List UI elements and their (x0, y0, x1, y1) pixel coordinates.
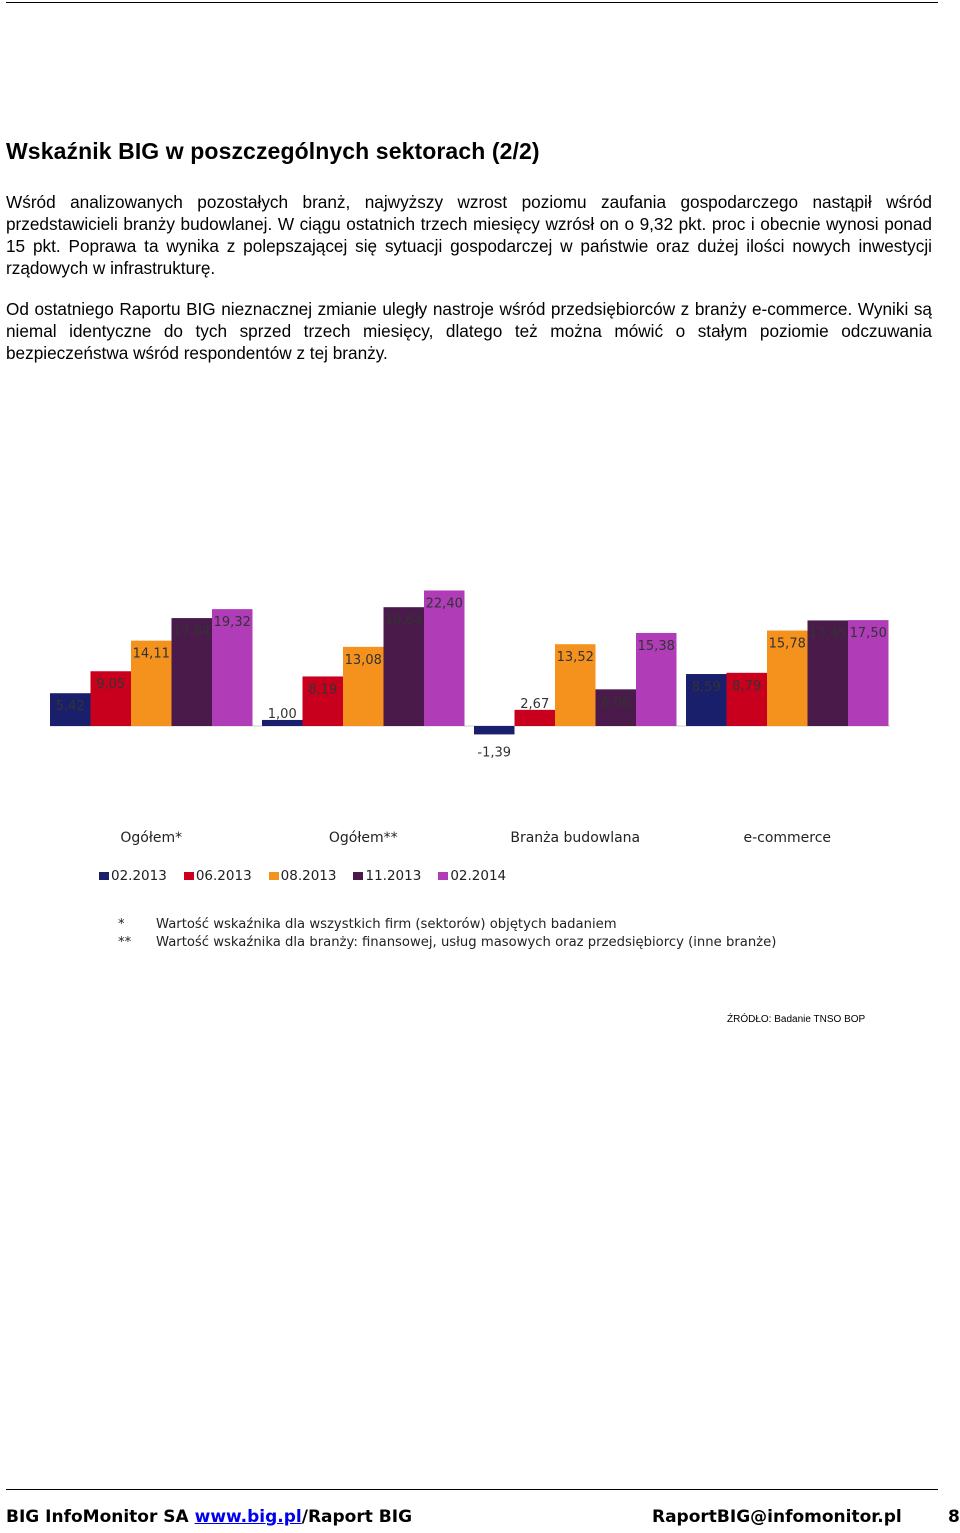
chart-bar (767, 630, 808, 726)
chart-bar (383, 607, 424, 726)
chart-bar-label: 17,84 (173, 624, 210, 639)
legend-item: 02.2014 (438, 868, 506, 884)
footer-company-name: BIG InfoMonitor SA (6, 1507, 195, 1527)
paragraph-construction: Wśród analizowanych pozostałych branż, n… (6, 192, 932, 278)
footnote-text: Wartość wskaźnika dla wszystkich firm (s… (156, 917, 617, 932)
legend-label: 02.2013 (111, 868, 167, 884)
chart-category-label: Ogółem** (329, 830, 398, 846)
legend-label: 02.2014 (450, 868, 507, 884)
footer-company: BIG InfoMonitor SA www.big.pl/Raport BIG (6, 1507, 412, 1527)
footnote: ** Wartość wskaźnika dla branży: finanso… (118, 934, 776, 952)
legend-item: 02.2013 (99, 868, 167, 884)
legend-swatch (438, 872, 449, 880)
chart-bar-label: -1,39 (477, 745, 511, 760)
footnote: * Wartość wskaźnika dla wszystkich firm … (118, 916, 776, 934)
chart-bar (212, 609, 253, 726)
chart-bar-label: 13,08 (345, 653, 382, 668)
chart-bar-label: 15,38 (638, 639, 675, 654)
page-title: Wskaźnik BIG w poszczególnych sektorach … (6, 138, 540, 164)
chart-legend: 02.2013 06.2013 08.2013 11.2013 02.2014 (99, 868, 523, 884)
chart-bar (302, 676, 343, 726)
top-rule (6, 2, 938, 3)
legend-item: 06.2013 (183, 868, 252, 884)
chart-category-label: Branża budowlana (510, 830, 640, 846)
chart-bar-label: 15,78 (769, 637, 806, 652)
chart-bar (262, 719, 303, 726)
footnote-text: Wartość wskaźnika dla branży: finansowej… (156, 935, 777, 950)
chart-bar (686, 674, 727, 726)
chart-bar (424, 590, 465, 726)
chart-bar-label: 17,45 (809, 626, 846, 641)
chart-bar-label: 6,06 (601, 695, 630, 710)
legend-swatch (183, 872, 194, 880)
chart-bar-label: 5,42 (56, 699, 85, 714)
chart-bar-label: 8,79 (732, 679, 761, 694)
chart-bar (474, 726, 515, 735)
chart-bar-label: 17,50 (850, 626, 887, 641)
chart-category-label: Ogółem* (120, 830, 182, 846)
legend-item: 08.2013 (268, 868, 337, 884)
legend-swatch (99, 872, 109, 880)
chart-bar (636, 632, 677, 726)
chart-bar (555, 644, 596, 726)
legend-label: 11.2013 (365, 868, 422, 884)
legend-swatch (353, 872, 364, 880)
page-number: 8 (948, 1507, 960, 1527)
chart-bar-label: 1,00 (268, 707, 297, 722)
paragraph-ecommerce: Od ostatniego Raportu BIG nieznacznej zm… (6, 299, 932, 363)
chart-bar (595, 689, 636, 726)
footnote-mark: ** (118, 935, 132, 950)
legend-label: 08.2013 (280, 868, 337, 884)
chart-bar-label: 22,40 (426, 596, 463, 611)
chart-bar-label: 14,11 (133, 647, 170, 662)
chart-bar (807, 620, 848, 726)
chart-bar (848, 620, 889, 726)
chart-bar (90, 671, 131, 726)
legend-item: 11.2013 (353, 868, 421, 884)
chart-bar-label: 8,59 (692, 680, 721, 695)
legend-swatch (268, 872, 279, 880)
chart-bar-label: 2,67 (520, 697, 549, 712)
footer-link-suffix: /Raport BIG (301, 1507, 413, 1527)
chart-bar (343, 646, 384, 726)
chart-category-label: e-commerce (743, 830, 831, 846)
footer-email[interactable]: RaportBIG@infomonitor.pl (652, 1507, 902, 1527)
chart-bar-label: 13,52 (557, 650, 594, 665)
chart-bar-label: 19,32 (214, 615, 251, 630)
chart-bar (726, 672, 767, 726)
source-note: ŹRÓDŁO: Badanie TNSO BOP (727, 1014, 866, 1025)
bottom-rule (6, 1489, 938, 1490)
footnote-mark: * (118, 917, 125, 932)
footer-website-link[interactable]: www.big.pl (194, 1507, 302, 1527)
legend-label: 06.2013 (195, 868, 252, 884)
chart-bar-label: 9,05 (96, 677, 125, 692)
chart-bar (131, 640, 172, 726)
chart-bar (171, 618, 212, 726)
chart-bar (50, 693, 91, 726)
chart-bar (514, 709, 555, 726)
chart-bar-label: 19,64 (385, 613, 422, 628)
footnotes: * Wartość wskaźnika dla wszystkich firm … (118, 916, 776, 952)
chart-bar-label: 8,19 (308, 682, 337, 697)
